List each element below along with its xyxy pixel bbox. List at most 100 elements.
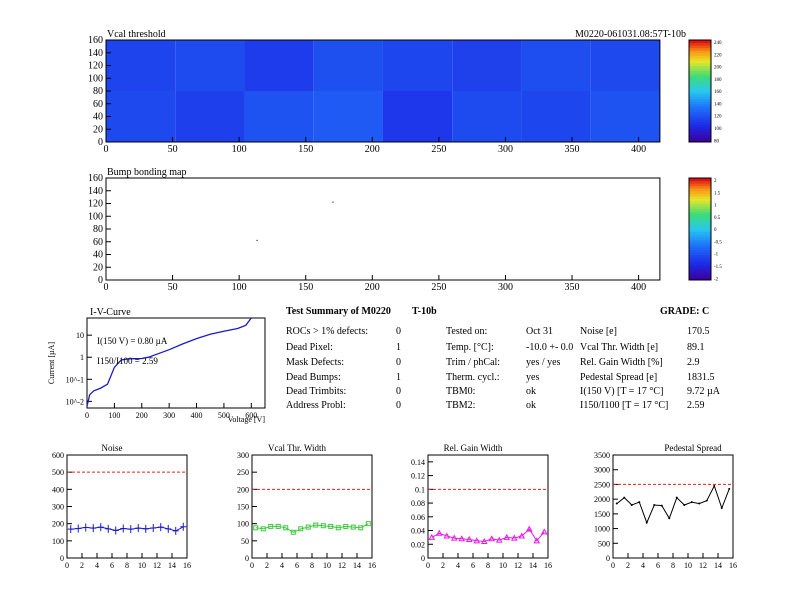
x-tick-label: 0: [611, 561, 615, 570]
y-tick-label: 0.06: [411, 513, 425, 522]
colorbar-label: 240: [714, 41, 722, 46]
summary-label: Tested on:: [446, 326, 488, 337]
x-tick-label: 350: [565, 282, 580, 293]
summary-value: yes / yes: [526, 357, 561, 368]
colorbar-cell: [689, 193, 711, 197]
colorbar-cell: [689, 73, 711, 77]
y-tick-label: 140: [88, 186, 103, 197]
summary-label: Dead Pixel:: [286, 342, 333, 353]
colorbar-cell: [689, 257, 711, 261]
vcal-colorbar: 240 220 200 180 160 140 120 100 80: [688, 39, 722, 144]
summary-label: I150/I100 [T = 17 °C]: [580, 400, 669, 411]
summary-label: Mask Defects:: [286, 357, 345, 368]
x-tick-label: 0: [104, 144, 109, 155]
colorbar-cell: [689, 93, 711, 97]
colorbar-cell: [689, 254, 711, 258]
plot-frame: [105, 177, 661, 281]
map-title: Vcal threshold: [107, 29, 166, 40]
summary-label: Therm. cycl.:: [446, 372, 500, 383]
map-title: Bump bonding map: [107, 167, 186, 178]
x-tick-label: 10: [499, 561, 507, 570]
colorbar-cell: [689, 206, 711, 210]
x-tick-label: 2: [441, 561, 445, 570]
colorbar-cell: [689, 55, 711, 59]
colorbar-label: 120: [714, 115, 722, 120]
summary-label: Noise [e]: [580, 326, 617, 337]
series-line: [70, 526, 184, 532]
summary-value: -10.0 +- 0.0: [526, 342, 574, 353]
colorbar-cell: [689, 62, 711, 66]
colorbar-cell: [689, 68, 711, 72]
colorbar-cell: [689, 267, 711, 271]
plot-title: Rel. Gain Width: [444, 443, 503, 453]
colorbar-cell: [689, 231, 711, 235]
data-point: [275, 523, 281, 529]
y-tick-label: 200: [237, 485, 249, 494]
x-tick-label: 150: [298, 144, 313, 155]
colorbar-cell: [689, 244, 711, 248]
x-tick-label: 8: [310, 561, 314, 570]
colorbar-label: 0.5: [714, 216, 721, 221]
roc-tile: [244, 40, 314, 91]
iv-ylabel: Current [µA]: [47, 342, 56, 384]
colorbar-cell: [689, 249, 711, 253]
grade-label: GRADE: C: [660, 306, 710, 317]
roc-tile: [521, 91, 591, 142]
y-tick-label: 20: [93, 262, 103, 273]
x-tick-label: 0: [104, 282, 109, 293]
plot-frame: [66, 454, 188, 559]
x-tick-label: 16: [729, 561, 737, 570]
data-point: [518, 532, 526, 539]
y-tick-label: 20: [93, 124, 103, 135]
plot-frame: [612, 454, 734, 559]
data-point: [623, 496, 626, 499]
summary-value: 0: [396, 386, 401, 397]
data-point: [157, 523, 164, 532]
data-point: [720, 506, 723, 509]
y-tick-label: 0.12: [411, 472, 425, 481]
colorbar-cell: [689, 40, 711, 44]
data-point: [705, 499, 708, 502]
y-tick-label: 120: [88, 61, 103, 72]
y-tick-label: 500: [52, 468, 64, 477]
colorbar-cell: [689, 229, 711, 233]
data-point: [675, 496, 678, 499]
x-tick-label: 12: [338, 561, 346, 570]
x-tick-label: 14: [714, 561, 722, 570]
summary-value: 89.1: [687, 342, 705, 353]
y-tick-label: 2500: [594, 480, 610, 489]
colorbar-cell: [689, 274, 711, 278]
x-tick-label: 6: [110, 561, 114, 570]
colorbar-cell: [689, 108, 711, 112]
summary-value: 0: [396, 357, 401, 368]
colorbar-cell: [689, 208, 711, 212]
colorbar-cell: [689, 185, 711, 189]
roc-tile: [106, 40, 176, 91]
y-tick-label: 80: [93, 86, 103, 97]
x-tick-label: 100: [232, 144, 247, 155]
y-tick-label: 600: [52, 451, 64, 460]
data-point: [260, 526, 266, 532]
data-point: [268, 523, 274, 529]
data-point: [358, 525, 364, 531]
x-tick-label: 250: [431, 144, 446, 155]
data-point: [120, 524, 127, 533]
summary-label: TBM2:: [446, 400, 476, 411]
data-point: [283, 525, 289, 531]
summary-label: Temp. [°C]:: [446, 342, 494, 353]
x-tick-label: 16: [544, 561, 552, 570]
colorbar-label: -1.5: [714, 265, 722, 270]
module-id: M0220-061031.08:57T-10b: [575, 29, 686, 40]
y-tick-label: 160: [88, 173, 103, 184]
summary-value: 2.59: [687, 400, 705, 411]
summary-label: ROCs > 1% defects:: [286, 326, 369, 337]
x-tick-label: 0: [426, 561, 430, 570]
data-point: [90, 524, 97, 533]
plot-frame: [86, 317, 266, 409]
x-tick-label: 200: [136, 411, 148, 420]
summary-label: Address Probl:: [286, 400, 346, 411]
summary-plot-4: Vcal Thr. Width 0 2 4 6 8 10 12 14 16 0 50 100 150 200…: [237, 443, 376, 570]
colorbar-cell: [689, 239, 711, 243]
data-point: [503, 533, 511, 540]
